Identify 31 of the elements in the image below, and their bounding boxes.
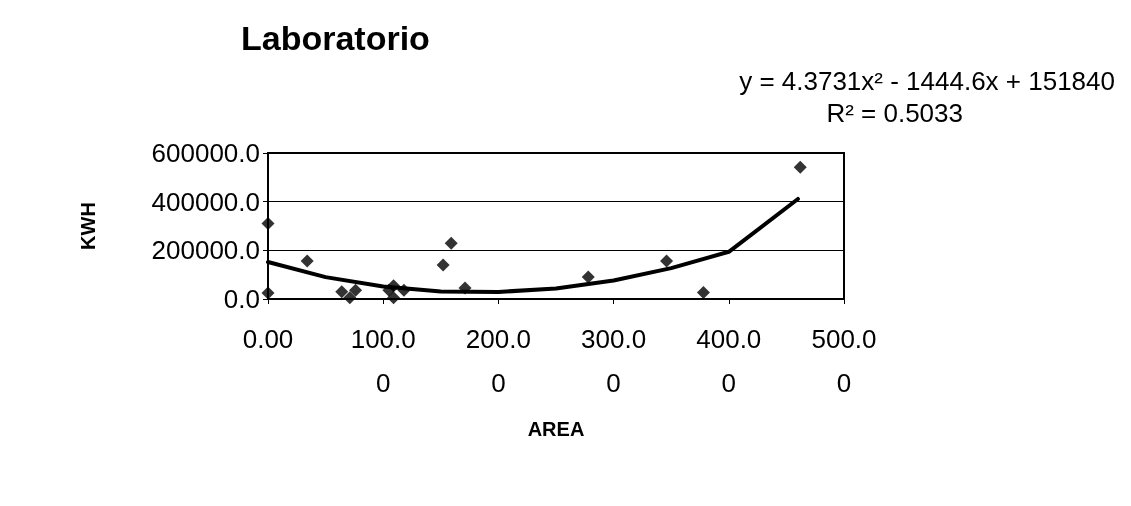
point bbox=[660, 254, 674, 268]
x-tick-label: 400.00 bbox=[696, 324, 762, 398]
y-tick-label: 400000.0 bbox=[151, 186, 260, 217]
x-tick-label: 300.00 bbox=[581, 324, 647, 398]
x-axis-title: AREA bbox=[527, 418, 585, 440]
point bbox=[335, 285, 349, 299]
point bbox=[581, 270, 595, 284]
point bbox=[793, 160, 807, 174]
point bbox=[387, 279, 401, 293]
text: y = 4.3731x² - 1444.6x + 151840 bbox=[739, 66, 1116, 96]
point bbox=[436, 258, 450, 272]
point bbox=[458, 281, 472, 295]
point bbox=[343, 291, 357, 305]
y-tick-label: 200000.0 bbox=[151, 235, 260, 266]
point bbox=[387, 291, 401, 305]
point bbox=[261, 217, 275, 231]
x-tick-label: 100.00 bbox=[350, 324, 416, 398]
y-tick-label: 0.0 bbox=[223, 284, 260, 314]
x-tick-label: 0.00 bbox=[242, 324, 294, 354]
point bbox=[349, 283, 363, 297]
point bbox=[300, 254, 314, 268]
chart-title: Laboratorio bbox=[241, 19, 430, 57]
point bbox=[261, 286, 275, 300]
point bbox=[397, 283, 411, 297]
point bbox=[696, 285, 710, 299]
y-axis-title: KWH bbox=[77, 202, 99, 250]
x-tick-label: 500.00 bbox=[811, 324, 877, 398]
y-tick-label: 600000.0 bbox=[151, 138, 260, 168]
x-tick-label: 200.00 bbox=[465, 324, 531, 398]
point bbox=[444, 236, 458, 250]
text: R² = 0.5033 bbox=[826, 98, 963, 128]
